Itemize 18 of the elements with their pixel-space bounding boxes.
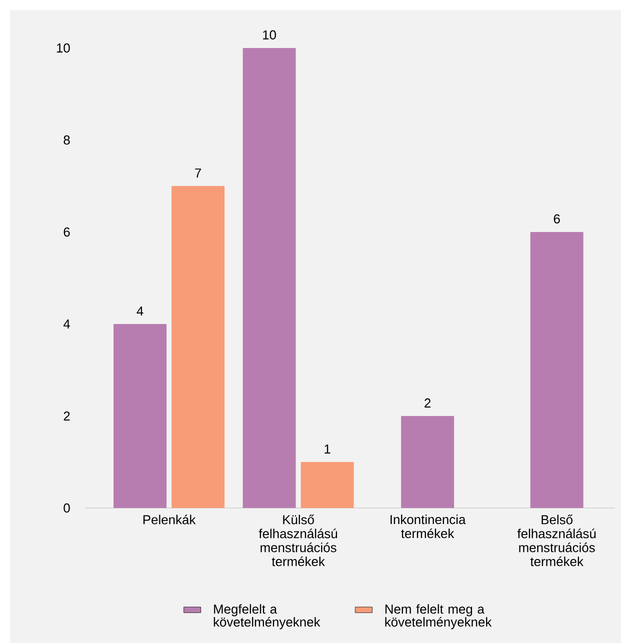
x-tick-label: Külső felhasználású menstruációs termékek [258,514,338,566]
y-tick-label: 6 [64,227,70,237]
y-tick-label: 10 [56,43,70,53]
y-tick-label: 2 [64,411,70,421]
data-label: 1 [324,444,330,454]
y-tick-label: 8 [64,135,70,145]
legend-label: Nem felelt meg a követelményeknek [385,604,492,630]
data-label: 7 [195,168,201,178]
data-label: 10 [263,30,276,40]
data-label: 6 [554,214,560,224]
y-tick-label: 0 [64,503,70,513]
x-tick-label: Belső felhasználású menstruációs termékek [517,514,596,566]
data-label: 4 [136,306,144,316]
x-tick-label: Inkontinencia termékek [390,514,466,538]
x-tick-label: Pelenkák [143,514,196,524]
data-label: 2 [424,398,431,408]
y-tick-label: 4 [63,320,70,328]
legend-label: Megfelelt a követelményeknek [214,604,320,630]
